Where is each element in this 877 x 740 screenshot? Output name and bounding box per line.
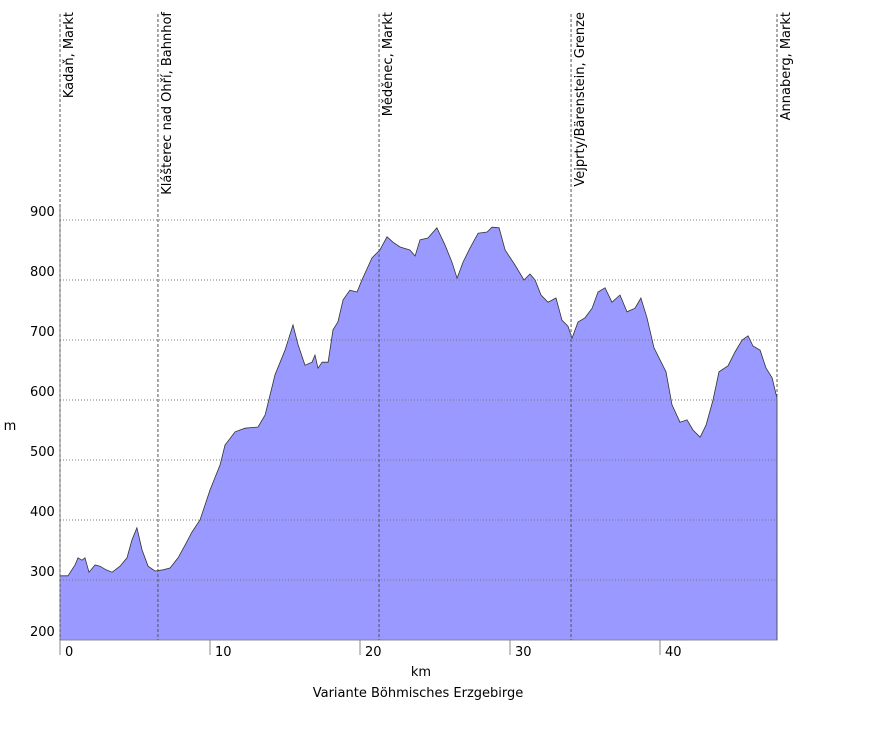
waypoint-label: Kadaň, Markt xyxy=(62,12,77,98)
y-tick-label: 400 xyxy=(30,505,55,520)
y-tick-label: 900 xyxy=(30,205,55,220)
y-tick-label: 800 xyxy=(30,265,55,280)
x-tick-label: 20 xyxy=(365,645,382,660)
y-tick-label: 700 xyxy=(30,325,55,340)
waypoint-label: Klášterec nad Ohří, Bahnhof xyxy=(160,12,175,195)
y-tick-label: 200 xyxy=(30,625,55,640)
chart-title: Variante Böhmisches Erzgebirge xyxy=(313,686,524,701)
waypoint-label: Měděnec, Markt xyxy=(381,12,396,116)
waypoint-label: Vejprty/Bärenstein, Grenze xyxy=(573,12,588,187)
elevation-area xyxy=(59,226,778,641)
x-tick-label: 30 xyxy=(515,645,532,660)
x-tick-label: 40 xyxy=(665,645,682,660)
y-tick-label: 300 xyxy=(30,565,55,580)
x-tick-label: 0 xyxy=(65,645,73,660)
y-axis-label: m xyxy=(4,419,17,434)
x-axis-label: km xyxy=(411,665,431,680)
y-tick-label: 600 xyxy=(30,385,55,400)
x-tick-label: 10 xyxy=(215,645,232,660)
waypoint-label: Annaberg, Markt xyxy=(779,12,794,120)
y-tick-label: 500 xyxy=(30,445,55,460)
